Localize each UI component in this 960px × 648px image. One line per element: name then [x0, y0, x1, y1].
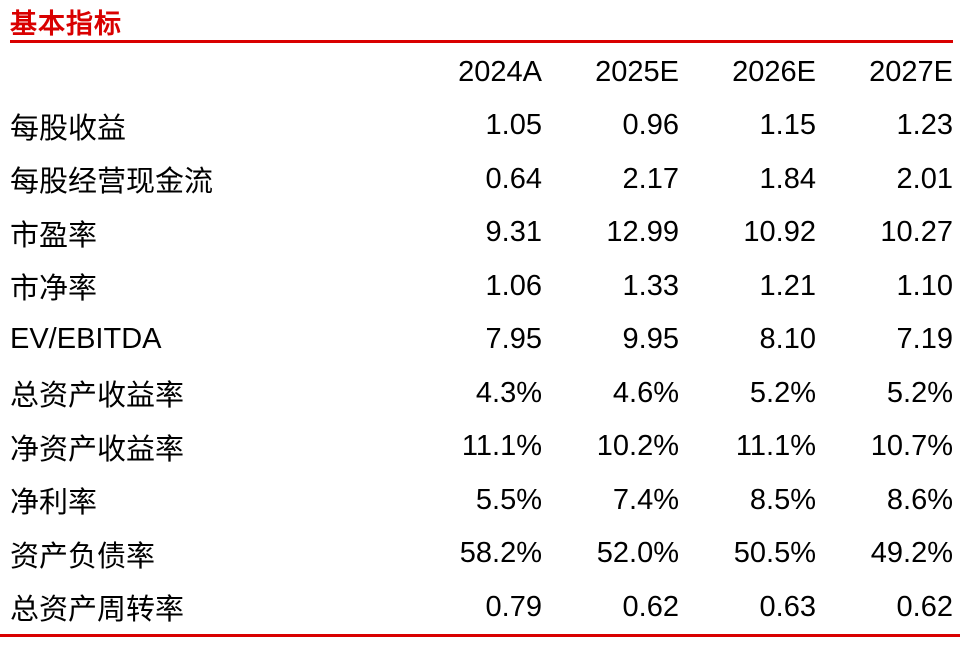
cell-value: 1.05: [485, 109, 542, 142]
row-label: 净利率: [10, 487, 98, 520]
table-row: 资产负债率 58.2% 52.0% 50.5% 49.2%: [10, 527, 953, 581]
cell-value: 2.17: [622, 162, 679, 195]
cell-value: 0.96: [622, 109, 679, 142]
column-header: 2027E: [869, 55, 953, 88]
header-row: 2024A 2025E 2026E 2027E: [10, 45, 953, 99]
row-label: EV/EBITDA: [10, 323, 162, 356]
table-row: 每股收益 1.05 0.96 1.15 1.23: [10, 99, 953, 153]
table-row: 市净率 1.06 1.33 1.21 1.10: [10, 259, 953, 313]
cell-value: 9.31: [485, 216, 542, 249]
corner-cell: [10, 45, 405, 99]
table-row: 每股经营现金流 0.64 2.17 1.84 2.01: [10, 152, 953, 206]
cell-value: 12.99: [606, 216, 679, 249]
table-row: 总资产周转率 0.79 0.62 0.63 0.62: [10, 580, 953, 634]
table-row: 净资产收益率 11.1% 10.2% 11.1% 10.7%: [10, 420, 953, 474]
cell-value: 5.5%: [475, 483, 542, 516]
table-row: 市盈率 9.31 12.99 10.92 10.27: [10, 206, 953, 260]
cell-value: 8.6%: [886, 483, 953, 516]
report-section: 基本指标 2024A 2025E 2026E 2027E 每股收益 1.05 0.96 1.…: [10, 9, 953, 634]
cell-value: 10.27: [880, 216, 953, 249]
cell-value: 0.62: [896, 590, 953, 623]
table-row: 净利率 5.5% 7.4% 8.5% 8.6%: [10, 473, 953, 527]
cell-value: 2.01: [896, 162, 953, 195]
cell-value: 50.5%: [733, 537, 816, 570]
cell-value: 5.2%: [886, 376, 953, 409]
cell-value: 1.33: [622, 269, 679, 302]
row-label: 市净率: [10, 273, 98, 306]
cell-value: 49.2%: [870, 537, 953, 570]
cell-value: 0.62: [622, 590, 679, 623]
cell-value: 7.95: [485, 323, 542, 356]
cell-value: 1.23: [896, 109, 953, 142]
page-title: 基本指标: [10, 9, 122, 39]
cell-value: 10.2%: [596, 430, 679, 463]
cell-value: 5.2%: [749, 376, 816, 409]
cell-value: 11.1%: [735, 430, 816, 463]
column-header: 2025E: [595, 55, 679, 88]
cell-value: 0.79: [485, 590, 542, 623]
cell-value: 1.06: [485, 269, 542, 302]
cell-value: 58.2%: [459, 537, 542, 570]
cell-value: 11.1%: [461, 430, 542, 463]
cell-value: 4.6%: [612, 376, 679, 409]
cell-value: 10.7%: [870, 430, 953, 463]
table-row: EV/EBITDA 7.95 9.95 8.10 7.19: [10, 313, 953, 367]
title-rule: [10, 40, 953, 44]
row-label: 每股经营现金流: [10, 166, 214, 199]
cell-value: 1.15: [759, 109, 816, 142]
cell-value: 7.4%: [612, 483, 679, 516]
cell-value: 1.84: [759, 162, 816, 195]
cell-value: 1.10: [896, 269, 953, 302]
cell-value: 52.0%: [596, 537, 679, 570]
bottom-rule: [0, 633, 960, 637]
row-label: 资产负债率: [10, 540, 156, 573]
metrics-table: 2024A 2025E 2026E 2027E 每股收益 1.05 0.96 1.15 1.2…: [10, 45, 953, 634]
column-header: 2024A: [458, 55, 542, 88]
row-label: 总资产周转率: [10, 594, 185, 627]
column-header: 2026E: [732, 55, 816, 88]
cell-value: 8.5%: [749, 483, 816, 516]
cell-value: 7.19: [896, 323, 953, 356]
row-label: 市盈率: [10, 219, 98, 252]
row-label: 总资产收益率: [10, 380, 185, 413]
cell-value: 0.63: [759, 590, 816, 623]
cell-value: 10.92: [743, 216, 816, 249]
cell-value: 8.10: [759, 323, 816, 356]
table-row: 总资产收益率 4.3% 4.6% 5.2% 5.2%: [10, 366, 953, 420]
cell-value: 0.64: [485, 162, 542, 195]
row-label: 每股收益: [10, 112, 127, 145]
row-label: 净资产收益率: [10, 433, 185, 466]
cell-value: 4.3%: [475, 376, 542, 409]
cell-value: 1.21: [759, 269, 816, 302]
cell-value: 9.95: [622, 323, 679, 356]
